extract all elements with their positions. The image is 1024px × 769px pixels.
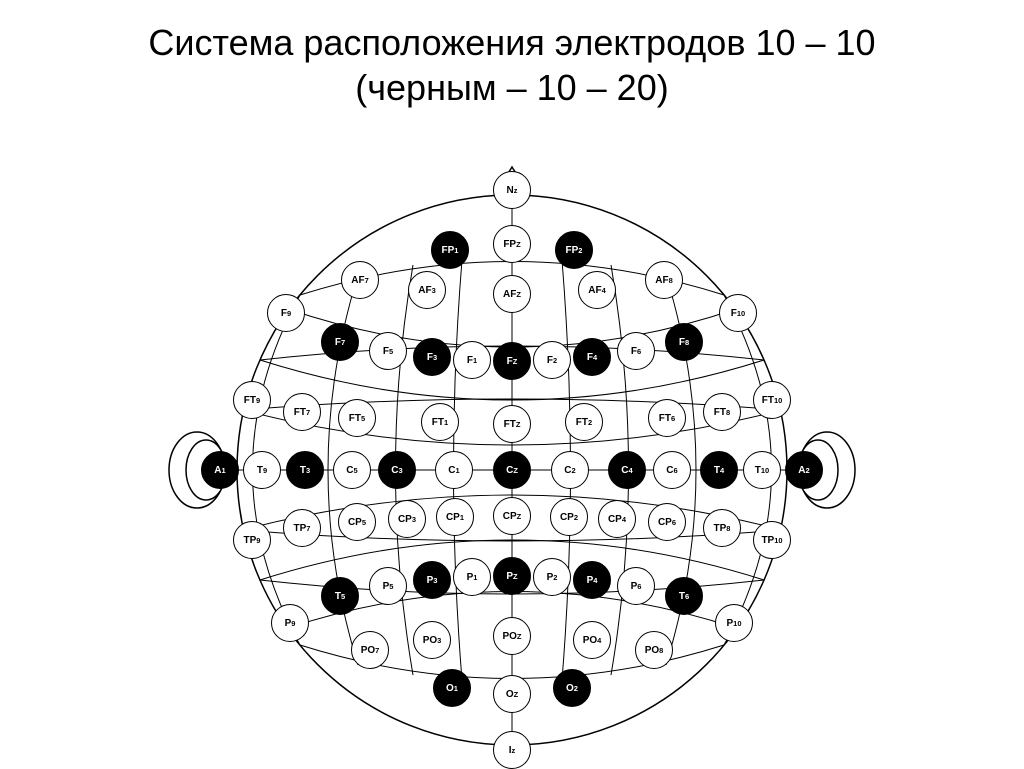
electrode-f2: F2 bbox=[533, 341, 571, 379]
electrode-cp5: CP5 bbox=[338, 503, 376, 541]
electrode-ft2: FT2 bbox=[565, 403, 603, 441]
page-title: Система расположения электродов 10 – 10 … bbox=[0, 0, 1024, 110]
electrode-po7: PO7 bbox=[351, 631, 389, 669]
electrode-c6: C6 bbox=[653, 451, 691, 489]
electrode-a1: A1 bbox=[201, 451, 239, 489]
title-line-2: (черным – 10 – 20) bbox=[355, 67, 668, 108]
electrode-tp8: TP8 bbox=[703, 509, 741, 547]
electrode-a2: A2 bbox=[785, 451, 823, 489]
electrode-af7: AF7 bbox=[341, 261, 379, 299]
electrode-f5: F5 bbox=[369, 332, 407, 370]
electrode-cp2: CP2 bbox=[550, 498, 588, 536]
electrode-t9: T9 bbox=[243, 451, 281, 489]
electrode-fp1: FP1 bbox=[431, 231, 469, 269]
electrode-c3: C3 bbox=[378, 451, 416, 489]
electrode-oz: OZ bbox=[493, 675, 531, 713]
electrode-ft8: FT8 bbox=[703, 393, 741, 431]
electrode-p2: P2 bbox=[533, 558, 571, 596]
electrode-ft5: FT5 bbox=[338, 399, 376, 437]
electrode-p9: P9 bbox=[271, 604, 309, 642]
electrode-afz: AFZ bbox=[493, 275, 531, 313]
electrode-f9: F9 bbox=[267, 294, 305, 332]
electrode-cp4: CP4 bbox=[598, 500, 636, 538]
electrode-p3: P3 bbox=[413, 561, 451, 599]
electrode-ftz: FTZ bbox=[493, 405, 531, 443]
electrode-t3: T3 bbox=[286, 451, 324, 489]
electrode-cp3: CP3 bbox=[388, 500, 426, 538]
electrode-fz: FZ bbox=[493, 342, 531, 380]
title-line-1: Система расположения электродов 10 – 10 bbox=[148, 22, 875, 63]
electrode-f7: F7 bbox=[321, 323, 359, 361]
electrode-p1: P1 bbox=[453, 558, 491, 596]
electrode-o1: O1 bbox=[433, 669, 471, 707]
electrode-cpz: CPZ bbox=[493, 497, 531, 535]
electrode-tp10: TP10 bbox=[753, 521, 791, 559]
electrode-diagram: NzIzFP1FPZFP2AF7AF3AFZAF4AF8F9F7F5F3F1FZ… bbox=[0, 110, 1024, 760]
electrode-ft7: FT7 bbox=[283, 393, 321, 431]
electrode-o2: O2 bbox=[553, 669, 591, 707]
electrode-po8: PO8 bbox=[635, 631, 673, 669]
electrode-t6: T6 bbox=[665, 577, 703, 615]
electrode-nz: Nz bbox=[493, 171, 531, 209]
electrode-cp6: CP6 bbox=[648, 503, 686, 541]
electrode-p4: P4 bbox=[573, 561, 611, 599]
electrode-c5: C5 bbox=[333, 451, 371, 489]
electrode-c4: C4 bbox=[608, 451, 646, 489]
electrode-t5: T5 bbox=[321, 577, 359, 615]
electrode-f8: F8 bbox=[665, 323, 703, 361]
electrode-c1: C1 bbox=[435, 451, 473, 489]
electrode-pz: PZ bbox=[493, 557, 531, 595]
electrode-tp9: TP9 bbox=[233, 521, 271, 559]
electrode-ft1: FT1 bbox=[421, 403, 459, 441]
electrode-ft9: FT9 bbox=[233, 381, 271, 419]
electrode-ft6: FT6 bbox=[648, 399, 686, 437]
electrode-t4: T4 bbox=[700, 451, 738, 489]
electrode-t10: T10 bbox=[743, 451, 781, 489]
electrode-fpz: FPZ bbox=[493, 225, 531, 263]
electrode-po4: PO4 bbox=[573, 621, 611, 659]
electrode-fp2: FP2 bbox=[555, 231, 593, 269]
electrode-ft10: FT10 bbox=[753, 381, 791, 419]
electrode-tp7: TP7 bbox=[283, 509, 321, 547]
electrode-c2: C2 bbox=[551, 451, 589, 489]
electrode-cz: CZ bbox=[493, 451, 531, 489]
electrode-f10: F10 bbox=[719, 294, 757, 332]
electrode-poz: POZ bbox=[493, 617, 531, 655]
electrode-af8: AF8 bbox=[645, 261, 683, 299]
electrode-af4: AF4 bbox=[578, 271, 616, 309]
electrode-cp1: CP1 bbox=[436, 498, 474, 536]
electrode-p6: P6 bbox=[617, 567, 655, 605]
electrode-f6: F6 bbox=[617, 332, 655, 370]
electrode-f1: F1 bbox=[453, 341, 491, 379]
electrode-po3: PO3 bbox=[413, 621, 451, 659]
electrode-iz: Iz bbox=[493, 731, 531, 769]
electrode-p10: P10 bbox=[715, 604, 753, 642]
electrode-f4: F4 bbox=[573, 338, 611, 376]
electrode-p5: P5 bbox=[369, 567, 407, 605]
electrode-f3: F3 bbox=[413, 338, 451, 376]
electrode-af3: AF3 bbox=[408, 271, 446, 309]
